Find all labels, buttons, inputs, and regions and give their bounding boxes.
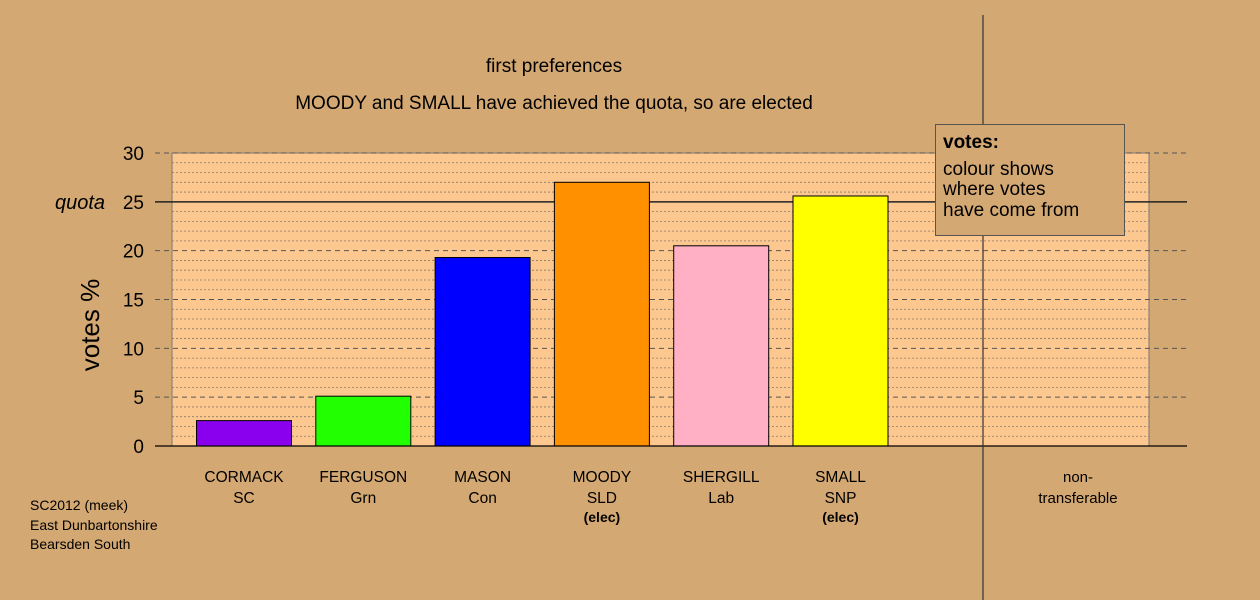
y-tick-label: 5 [133, 388, 144, 409]
footer-line: SC2012 (meek) [30, 497, 129, 513]
x-tick-label-name: CORMACK [204, 469, 284, 486]
bar-moody [553, 181, 650, 447]
x-tick-label-party: SLD [587, 490, 617, 507]
legend-title: votes: [943, 132, 999, 153]
x-tick-label-name: FERGUSON [319, 469, 407, 486]
bar-small [792, 195, 889, 447]
elected-label: (elec) [822, 509, 859, 525]
bar-cormack [196, 420, 292, 447]
x-tick-label-name: MASON [454, 469, 511, 486]
y-tick-label: 15 [123, 291, 144, 312]
nontransferable-label: transferable [1038, 490, 1117, 507]
x-tick-label-party: Lab [708, 490, 734, 507]
y-tick-label: 25 [123, 193, 144, 214]
x-tick-label-party: SC [233, 490, 255, 507]
x-tick-label-party: Con [468, 490, 496, 507]
y-tick-label: 30 [123, 144, 144, 165]
x-tick-label-name: MOODY [573, 469, 632, 486]
x-tick-label-party: Grn [350, 490, 376, 507]
x-tick-label-name: SHERGILL [683, 469, 760, 486]
legend-box: votes: colour shows where votes have com… [935, 124, 1125, 236]
legend-line: colour shows [943, 158, 1054, 180]
footer-line: Bearsden South [30, 536, 131, 552]
x-tick-label-name: SMALL [815, 469, 866, 486]
y-tick-label: 0 [133, 437, 144, 458]
bar-ferguson [315, 395, 412, 447]
legend-line: where votes [943, 179, 1046, 200]
bar-shergill [673, 245, 770, 447]
y-axis-label: votes % [75, 279, 105, 372]
chart-title: first preferences [486, 56, 622, 77]
y-tick-label: 10 [123, 339, 144, 360]
legend-line: have come from [943, 199, 1080, 221]
quota-label: quota [55, 192, 105, 214]
nontransferable-label: non- [1063, 469, 1093, 486]
bar-mason [434, 257, 531, 447]
chart-subtitle: MOODY and SMALL have achieved the quota,… [295, 93, 813, 114]
elected-label: (elec) [584, 509, 621, 525]
footer-info: SC2012 (meek) East Dunbartonshire Bearsd… [30, 496, 158, 555]
x-tick-label-party: SNP [825, 490, 857, 507]
footer-line: East Dunbartonshire [30, 516, 158, 533]
y-tick-label: 20 [123, 242, 144, 263]
